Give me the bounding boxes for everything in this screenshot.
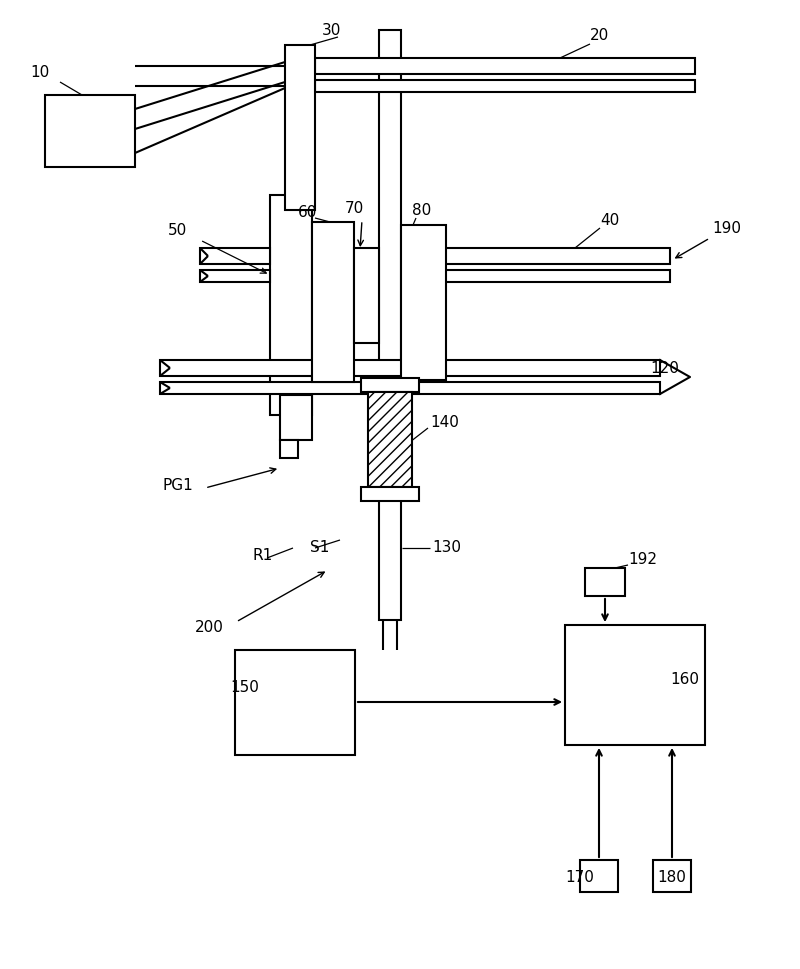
Bar bbox=[315, 58, 695, 74]
Bar bbox=[200, 248, 270, 264]
Bar bbox=[280, 440, 298, 458]
Text: 20: 20 bbox=[590, 27, 610, 43]
Bar bbox=[368, 392, 412, 487]
Bar bbox=[200, 270, 270, 282]
Text: R1: R1 bbox=[252, 548, 272, 564]
Bar bbox=[280, 395, 312, 440]
Text: 10: 10 bbox=[30, 65, 50, 79]
Bar bbox=[379, 30, 401, 620]
Text: 160: 160 bbox=[670, 672, 699, 687]
Text: 200: 200 bbox=[195, 620, 224, 636]
Text: 130: 130 bbox=[432, 541, 461, 555]
Text: 60: 60 bbox=[298, 204, 318, 220]
Bar bbox=[315, 80, 695, 92]
Text: 170: 170 bbox=[565, 870, 594, 886]
Bar bbox=[405, 248, 670, 264]
Text: 40: 40 bbox=[600, 212, 619, 228]
Text: 192: 192 bbox=[628, 552, 657, 568]
Bar bbox=[401, 225, 446, 380]
Text: 190: 190 bbox=[712, 221, 741, 235]
Bar bbox=[235, 650, 355, 755]
Text: PG1: PG1 bbox=[162, 478, 193, 492]
Text: 140: 140 bbox=[430, 415, 459, 429]
Bar bbox=[354, 248, 379, 343]
Bar bbox=[45, 95, 135, 167]
Bar bbox=[160, 360, 660, 376]
Bar bbox=[405, 270, 670, 282]
Bar bbox=[270, 195, 312, 415]
Bar bbox=[580, 860, 618, 892]
Bar bbox=[312, 222, 354, 382]
Text: 80: 80 bbox=[412, 203, 431, 217]
Bar bbox=[361, 378, 419, 392]
Bar bbox=[653, 860, 691, 892]
Bar bbox=[585, 568, 625, 596]
Text: 30: 30 bbox=[322, 22, 342, 38]
Text: 120: 120 bbox=[650, 360, 679, 376]
Bar bbox=[361, 487, 419, 501]
Bar bbox=[285, 45, 315, 210]
Text: 180: 180 bbox=[657, 870, 686, 886]
Text: 70: 70 bbox=[345, 201, 364, 215]
Text: 150: 150 bbox=[230, 680, 259, 696]
Bar bbox=[565, 625, 705, 745]
Text: 50: 50 bbox=[168, 223, 187, 237]
Text: S1: S1 bbox=[310, 541, 330, 555]
Bar bbox=[160, 382, 660, 394]
